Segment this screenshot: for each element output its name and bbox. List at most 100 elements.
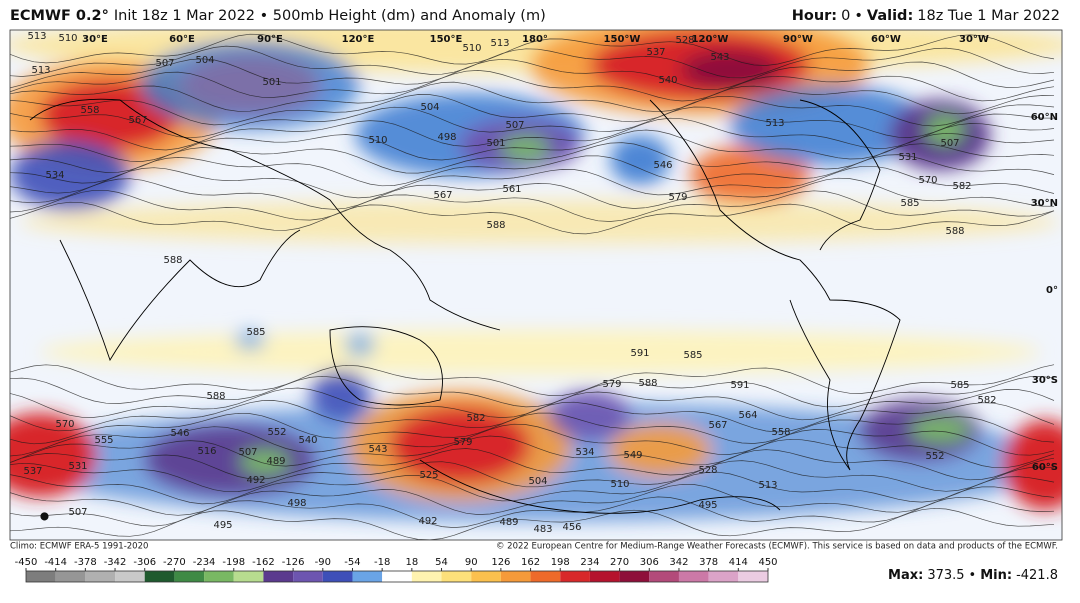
- colorbar-segment: [204, 571, 234, 582]
- colorbar-tick-label: -270: [163, 557, 186, 568]
- contour-line: [10, 448, 1055, 481]
- contour-label: 501: [486, 138, 505, 149]
- geo-labels: 30°E 60°E 90°E 120°E 150°E 180° 150°W 120°W 90°W…: [82, 34, 1058, 473]
- anomaly-blob: [1005, 420, 1062, 510]
- contour-line: [10, 412, 1055, 445]
- contour-label: 513: [765, 118, 784, 129]
- min-label: Min:: [980, 568, 1012, 583]
- colorbar-segment: [85, 571, 116, 582]
- contour-line: [10, 423, 1055, 457]
- colorbar-segment: [293, 571, 323, 582]
- colorbar-tick-label: 162: [521, 557, 540, 568]
- contour-label: 570: [918, 175, 937, 186]
- anomaly-blob: [40, 330, 1040, 374]
- anomaly-blob: [235, 330, 265, 350]
- colorbar-segment: [530, 571, 561, 582]
- contour-label: 507: [68, 507, 87, 518]
- contour-line: [10, 435, 1055, 469]
- contour-label: 588: [486, 220, 505, 231]
- colorbar-segment: [55, 571, 86, 582]
- colorbar-segment: [441, 571, 472, 582]
- max-label: Max:: [888, 568, 923, 583]
- colorbar-tick-label: 342: [669, 557, 688, 568]
- contour-label: 540: [658, 75, 677, 86]
- colorbar-segment: [322, 571, 353, 582]
- contour-label: 492: [418, 516, 437, 527]
- colorbar-tick-label: 378: [699, 557, 718, 568]
- contour-line: [10, 94, 1055, 127]
- anomaly-blob: [390, 407, 530, 483]
- contour-label: 507: [155, 58, 174, 69]
- contour-label: 489: [266, 456, 285, 467]
- contour-label: 498: [287, 498, 306, 509]
- contour-line: [10, 483, 1055, 516]
- contour-label: 552: [925, 451, 944, 462]
- height-contours: [10, 33, 1055, 540]
- colorbar-tick-label: 450: [758, 557, 777, 568]
- longitude-label: 120°W: [692, 34, 729, 45]
- contour-line: [10, 460, 1055, 493]
- contour-label: 579: [453, 437, 472, 448]
- contour-label: 543: [710, 52, 729, 63]
- contour-line: [10, 177, 1055, 210]
- longitude-label: 30°E: [82, 34, 108, 45]
- contour-label: 558: [771, 427, 790, 438]
- separator: •: [969, 568, 977, 583]
- anomaly-blob: [910, 418, 970, 442]
- colorbar: -450 -414 -378 -342 -306 -270 -234 -198 -162 -126…: [15, 557, 778, 583]
- latitude-label: 60°N: [1031, 112, 1058, 123]
- colorbar-segment: [174, 571, 205, 582]
- anomaly-blob: [10, 140, 130, 210]
- valid-time: 18z Tue 1 Mar 2022: [917, 8, 1060, 24]
- contour-label: 582: [466, 413, 485, 424]
- colorbar-tick-label: 234: [580, 557, 599, 568]
- contour-line: [10, 45, 1055, 79]
- longitude-label: 150°W: [604, 34, 641, 45]
- contour-label: 510: [58, 33, 77, 44]
- contour-label: 591: [630, 348, 649, 359]
- contour-label: 585: [683, 350, 702, 361]
- colorbar-tick-label: 414: [729, 557, 748, 568]
- contour-label: 513: [490, 38, 509, 49]
- colorbar-tick-label: 90: [465, 557, 478, 568]
- climo-note: Climo: ECMWF ERA-5 1991-2020: [10, 542, 148, 552]
- contour-line: [10, 142, 1055, 174]
- min-value: -421.8: [1016, 568, 1058, 583]
- colorbar-tick-label: 270: [610, 557, 629, 568]
- colorbar-tick-label: -342: [104, 557, 127, 568]
- contour-label: 501: [262, 77, 281, 88]
- hour: 0: [841, 8, 850, 24]
- copyright: © 2022 European Centre for Medium-Range …: [496, 542, 1058, 552]
- coastlines: [29, 98, 901, 514]
- contour-label: 537: [646, 47, 665, 58]
- max-min: Max: 373.5 • Min: -421.8: [888, 568, 1058, 583]
- colorbar-tick-label: -54: [344, 557, 360, 568]
- header-title: ECMWF 0.2° Init 18z 1 Mar 2022 • 500mb He…: [10, 8, 546, 24]
- contour-label: 567: [433, 190, 452, 201]
- contour-label: 456: [562, 522, 581, 533]
- contour-label: 531: [898, 152, 917, 163]
- contour-label: 567: [708, 420, 727, 431]
- contour-label: 561: [502, 184, 521, 195]
- description: Init 18z 1 Mar 2022 • 500mb Height (dm) …: [114, 8, 546, 24]
- anomaly-blob: [180, 55, 320, 115]
- contour-line: [10, 400, 1055, 433]
- colorbar-tick-label: -18: [374, 557, 390, 568]
- contour-label: 513: [31, 65, 50, 76]
- anomaly-blob: [345, 333, 375, 357]
- contour-label: 555: [94, 435, 113, 446]
- anomaly-blob: [730, 85, 930, 165]
- colorbar-tick-label: 306: [640, 557, 659, 568]
- contour-label: 585: [900, 198, 919, 209]
- contour-line: [10, 364, 1055, 396]
- contour-label: 558: [80, 105, 99, 116]
- contour-label: 564: [738, 410, 757, 421]
- contour-label: 498: [437, 132, 456, 143]
- contour-line: [10, 117, 1055, 151]
- longitude-label: 30°W: [959, 34, 989, 45]
- contour-label: 585: [950, 380, 969, 391]
- contour-label: 504: [528, 476, 547, 487]
